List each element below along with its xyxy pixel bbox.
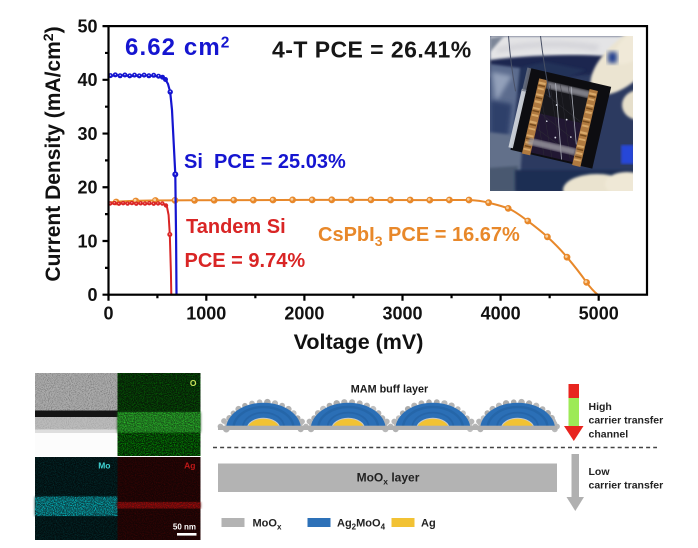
svg-text:20: 20 <box>77 178 97 198</box>
svg-text:4000: 4000 <box>481 304 521 324</box>
svg-text:40: 40 <box>77 70 97 90</box>
svg-text:Tandem Si: Tandem Si <box>186 216 286 238</box>
svg-text:30: 30 <box>77 124 97 144</box>
svg-text:MoOx: MoOx <box>253 518 282 532</box>
svg-text:Voltage (mV): Voltage (mV) <box>294 330 424 354</box>
svg-text:5000: 5000 <box>579 304 619 324</box>
svg-text:Ag: Ag <box>421 518 436 530</box>
svg-text:2000: 2000 <box>284 304 324 324</box>
svg-text:CsPbI3 PCE = 16.67%: CsPbI3 PCE = 16.67% <box>318 224 520 249</box>
svg-text:MAM buff layer: MAM buff layer <box>351 384 429 396</box>
svg-text:Ag: Ag <box>184 461 195 471</box>
svg-text:Ag2MoO4: Ag2MoO4 <box>337 518 386 532</box>
svg-text:1000: 1000 <box>186 304 226 324</box>
svg-text:4-T PCE = 26.41%: 4-T PCE = 26.41% <box>272 37 472 63</box>
svg-text:PCE = 9.74%: PCE = 9.74% <box>185 250 306 272</box>
svg-text:6.62 cm2: 6.62 cm2 <box>125 34 231 61</box>
svg-text:3000: 3000 <box>382 304 422 324</box>
svg-text:Mo: Mo <box>98 461 110 471</box>
svg-text:High: High <box>589 401 612 413</box>
svg-text:O: O <box>190 378 197 388</box>
svg-text:Current Density (mA/cm2): Current Density (mA/cm2) <box>40 26 65 281</box>
svg-text:50 nm: 50 nm <box>173 523 196 532</box>
svg-text:channel: channel <box>589 428 629 440</box>
svg-text:0: 0 <box>103 304 113 324</box>
svg-text:0: 0 <box>87 285 97 305</box>
svg-text:50: 50 <box>77 17 97 37</box>
svg-text:10: 10 <box>77 231 97 251</box>
svg-text:MoOx layer: MoOx layer <box>357 471 420 487</box>
svg-text:carrier transfer: carrier transfer <box>589 415 664 427</box>
svg-text:carrier transfer: carrier transfer <box>589 480 664 492</box>
svg-text:Si PCE = 25.03%: Si PCE = 25.03% <box>184 151 346 173</box>
svg-text:Low: Low <box>589 466 611 478</box>
